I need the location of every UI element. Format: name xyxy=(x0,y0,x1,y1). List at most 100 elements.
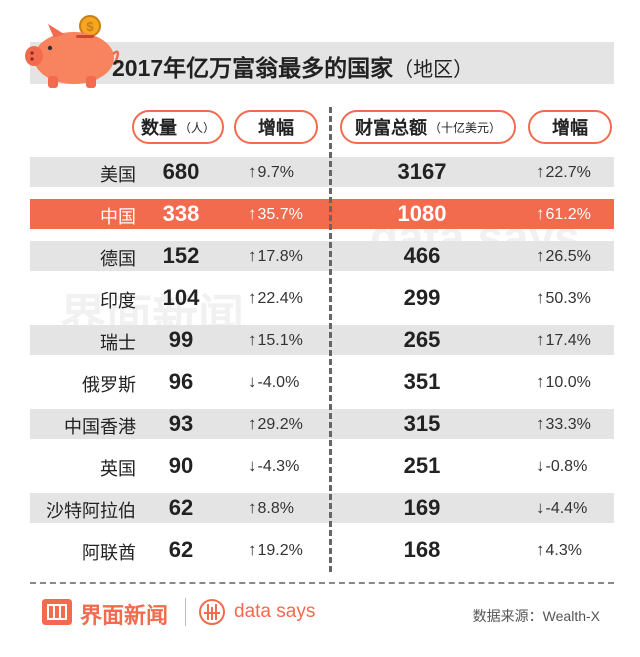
header-wealth-change-label: 增幅 xyxy=(552,118,588,138)
cell-count-change: ↓-4.0% xyxy=(248,372,299,392)
cell-count-change-value: 17.8% xyxy=(257,248,303,265)
cell-count: 62 xyxy=(168,495,194,520)
table-row xyxy=(30,409,614,439)
cell-count-change: ↓-4.3% xyxy=(248,456,299,476)
arrow-up-icon: ↑ xyxy=(536,414,545,433)
cell-count-change: ↑29.2% xyxy=(248,414,303,434)
arrow-up-icon: ↑ xyxy=(248,204,257,223)
cell-count-change-value: 35.7% xyxy=(257,206,303,223)
arrow-down-icon: ↓ xyxy=(536,498,545,517)
title-bar xyxy=(30,42,614,84)
cell-wealth: 351 xyxy=(403,369,441,394)
cell-wealth: 315 xyxy=(403,411,441,436)
source-note: 数据来源：Wealth-X xyxy=(472,608,600,624)
cell-country: 瑞士 xyxy=(100,333,136,353)
cell-count-change: ↑15.1% xyxy=(248,330,303,350)
cell-country: 中国 xyxy=(100,207,136,227)
cell-wealth-change-value: -4.4% xyxy=(545,500,588,517)
table-row xyxy=(30,199,614,229)
cell-count-change: ↑35.7% xyxy=(248,204,303,224)
cell-count-change: ↑22.4% xyxy=(248,288,303,308)
header-count: 数量 （人） xyxy=(132,110,224,144)
cell-count: 62 xyxy=(168,537,194,562)
cell-country: 英国 xyxy=(100,459,136,479)
header-wealth: 财富总额 （十亿美元） xyxy=(340,110,516,144)
cell-wealth-change: ↓-0.8% xyxy=(536,456,587,476)
arrow-down-icon: ↓ xyxy=(248,456,257,475)
arrow-up-icon: ↑ xyxy=(536,162,545,181)
cell-count: 680 xyxy=(162,159,200,184)
cell-country: 印度 xyxy=(100,291,136,311)
arrow-up-icon: ↑ xyxy=(536,372,545,391)
arrow-up-icon: ↑ xyxy=(536,204,545,223)
cell-count-change-value: 19.2% xyxy=(257,542,303,559)
cell-wealth-change-value: 26.5% xyxy=(545,248,591,265)
cell-wealth-change-value: 10.0% xyxy=(545,374,591,391)
cell-wealth: 299 xyxy=(403,285,441,310)
jiemian-logo-icon xyxy=(42,599,72,625)
cell-count-change-value: -4.3% xyxy=(257,458,300,475)
cell-wealth: 265 xyxy=(403,327,441,352)
arrow-up-icon: ↑ xyxy=(248,330,257,349)
cell-count: 90 xyxy=(168,453,194,478)
cell-count-change: ↑19.2% xyxy=(248,540,303,560)
cell-wealth-change-value: 33.3% xyxy=(545,416,591,433)
arrow-up-icon: ↑ xyxy=(248,414,257,433)
cell-country: 德国 xyxy=(100,249,136,269)
cell-count-change: ↑8.8% xyxy=(248,498,294,518)
header-count-change: 增幅 xyxy=(234,110,318,144)
cell-count-change: ↑9.7% xyxy=(248,162,294,182)
cell-count-change-value: 8.8% xyxy=(257,500,294,517)
table-row xyxy=(30,493,614,523)
cell-wealth-change: ↑17.4% xyxy=(536,330,591,350)
cell-count-change-value: 29.2% xyxy=(257,416,303,433)
header-count-unit: （人） xyxy=(178,120,215,135)
cell-country: 俄罗斯 xyxy=(82,375,136,395)
cell-count: 96 xyxy=(168,369,194,394)
cell-count-change: ↑17.8% xyxy=(248,246,303,266)
cell-wealth-change-value: 50.3% xyxy=(545,290,591,307)
cell-count-change-value: 22.4% xyxy=(257,290,303,307)
cell-count: 338 xyxy=(162,201,200,226)
cell-country: 阿联酋 xyxy=(82,543,136,563)
cell-country: 沙特阿拉伯 xyxy=(46,501,136,521)
arrow-up-icon: ↑ xyxy=(248,540,257,559)
arrow-down-icon: ↓ xyxy=(536,456,545,475)
arrow-up-icon: ↑ xyxy=(248,288,257,307)
table-row xyxy=(30,325,614,355)
cell-wealth-change: ↑10.0% xyxy=(536,372,591,392)
cell-wealth: 169 xyxy=(403,495,441,520)
cell-wealth-change-value: 17.4% xyxy=(545,332,591,349)
cell-country: 中国香港 xyxy=(64,417,136,437)
arrow-up-icon: ↑ xyxy=(248,246,257,265)
svg-text:$: $ xyxy=(86,19,94,34)
cell-count-change-value: 9.7% xyxy=(257,164,294,181)
cell-count-change-value: 15.1% xyxy=(257,332,303,349)
cell-wealth: 251 xyxy=(403,453,441,478)
arrow-down-icon: ↓ xyxy=(248,372,257,391)
cell-count-change-value: -4.0% xyxy=(257,374,300,391)
header-count-change-label: 增幅 xyxy=(258,118,294,138)
cell-wealth-change: ↑4.3% xyxy=(536,540,582,560)
arrow-up-icon: ↑ xyxy=(536,540,545,559)
cell-country: 美国 xyxy=(100,165,136,185)
title-main: 2017年亿万富翁最多的国家 xyxy=(112,55,394,81)
header-wealth-label: 财富总额 xyxy=(354,118,427,138)
footer-divider xyxy=(30,582,614,584)
column-divider xyxy=(329,107,332,572)
table-row xyxy=(30,241,614,271)
cell-wealth-change: ↑61.2% xyxy=(536,204,591,224)
piggy-bank-icon: $ xyxy=(25,15,120,88)
cell-count: 152 xyxy=(162,243,200,268)
cell-wealth-change: ↑33.3% xyxy=(536,414,591,434)
header-wealth-unit: （十亿美元） xyxy=(428,120,501,135)
data-says-icon xyxy=(199,599,225,625)
cell-count: 104 xyxy=(162,285,200,310)
cell-count: 99 xyxy=(168,327,194,352)
page-title: 2017年亿万富翁最多的国家（地区） xyxy=(112,49,473,83)
header-wealth-change: 增幅 xyxy=(528,110,612,144)
cell-wealth-change: ↑26.5% xyxy=(536,246,591,266)
cell-count: 93 xyxy=(168,411,194,436)
cell-wealth-change-value: 22.7% xyxy=(545,164,591,181)
